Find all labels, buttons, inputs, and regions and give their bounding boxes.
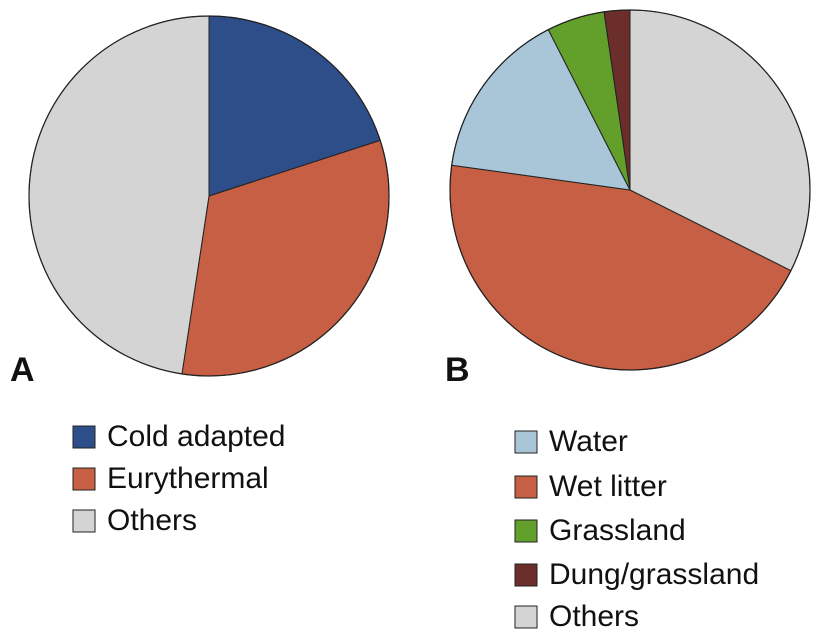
legend-label: Water bbox=[549, 425, 628, 458]
legend-label: Dung/grassland bbox=[549, 558, 759, 591]
legend-swatch bbox=[514, 563, 538, 587]
legend-swatch bbox=[72, 509, 96, 533]
legend-label: Others bbox=[107, 504, 197, 537]
legend-swatch bbox=[514, 605, 538, 629]
legend-swatch bbox=[514, 430, 538, 454]
pie-outline bbox=[449, 9, 811, 371]
legend-swatch bbox=[514, 475, 538, 499]
panel-label: B bbox=[445, 351, 470, 389]
legend-label: Wet litter bbox=[549, 470, 667, 503]
legend-label: Eurythermal bbox=[107, 462, 269, 495]
legend-label: Grassland bbox=[549, 514, 686, 547]
legend-swatch bbox=[72, 467, 96, 491]
legend-swatch bbox=[514, 519, 538, 543]
pie-outline bbox=[28, 15, 390, 377]
legend-label: Others bbox=[549, 600, 639, 633]
panel-label: A bbox=[10, 351, 35, 389]
pie-slice bbox=[28, 15, 210, 375]
legend-swatch bbox=[72, 425, 96, 449]
legend-label: Cold adapted bbox=[107, 420, 285, 453]
